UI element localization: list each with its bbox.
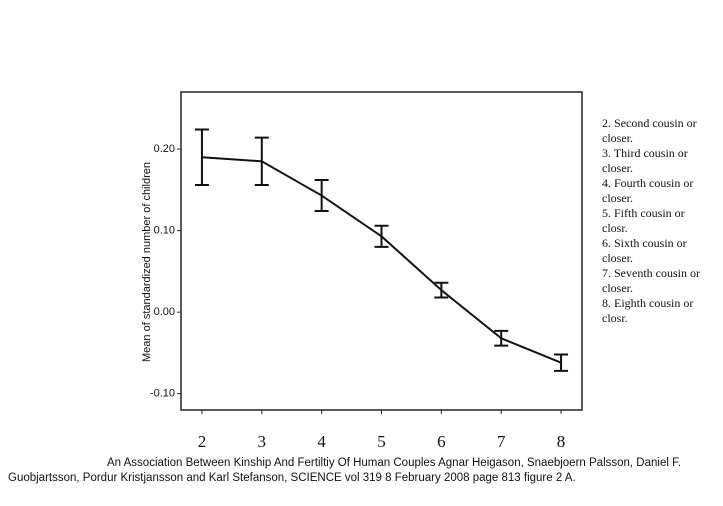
error-bar [494, 329, 509, 347]
error-bar [374, 224, 389, 248]
note: 2. Second cousin or closer. [602, 116, 697, 145]
error-bar [554, 353, 569, 372]
plot-frame [180, 91, 583, 411]
y-axis-label: Mean of standardized number of children [141, 162, 153, 362]
x-tick-label: 4 [317, 432, 326, 451]
error-bar [194, 128, 209, 186]
caption: An Association Between Kinship And Ferti… [8, 457, 682, 484]
note: 5. Fifth cousin or closr. [602, 206, 685, 235]
x-tick-label: 6 [437, 432, 446, 451]
x-tick-label: 3 [258, 432, 267, 451]
note: 6. Sixth cousin or closer. [602, 236, 687, 265]
note: 7. Seventh cousin or closer. [602, 266, 700, 295]
y-tick-label: 0.00 [154, 306, 175, 318]
error-bar [254, 136, 269, 186]
y-tick-label: -0.10 [150, 388, 175, 400]
note: 3. Third cousin or closer. [602, 146, 688, 175]
error-bar [314, 179, 329, 213]
note: 8. Eighth cousin or closr. [602, 296, 694, 325]
y-tick-label: 0.20 [154, 143, 175, 155]
x-tick-label: 2 [198, 432, 207, 451]
x-tick-label: 7 [497, 432, 506, 451]
y-tick-label: 0.10 [154, 225, 175, 237]
error-bar [434, 281, 449, 299]
notes: 2. Second cousin or closer. 3. Third cous… [599, 116, 709, 326]
x-tick-label: 8 [557, 432, 566, 451]
note: 4. Fourth cousin or closer. [602, 176, 694, 205]
x-tick-label: 5 [377, 432, 386, 451]
